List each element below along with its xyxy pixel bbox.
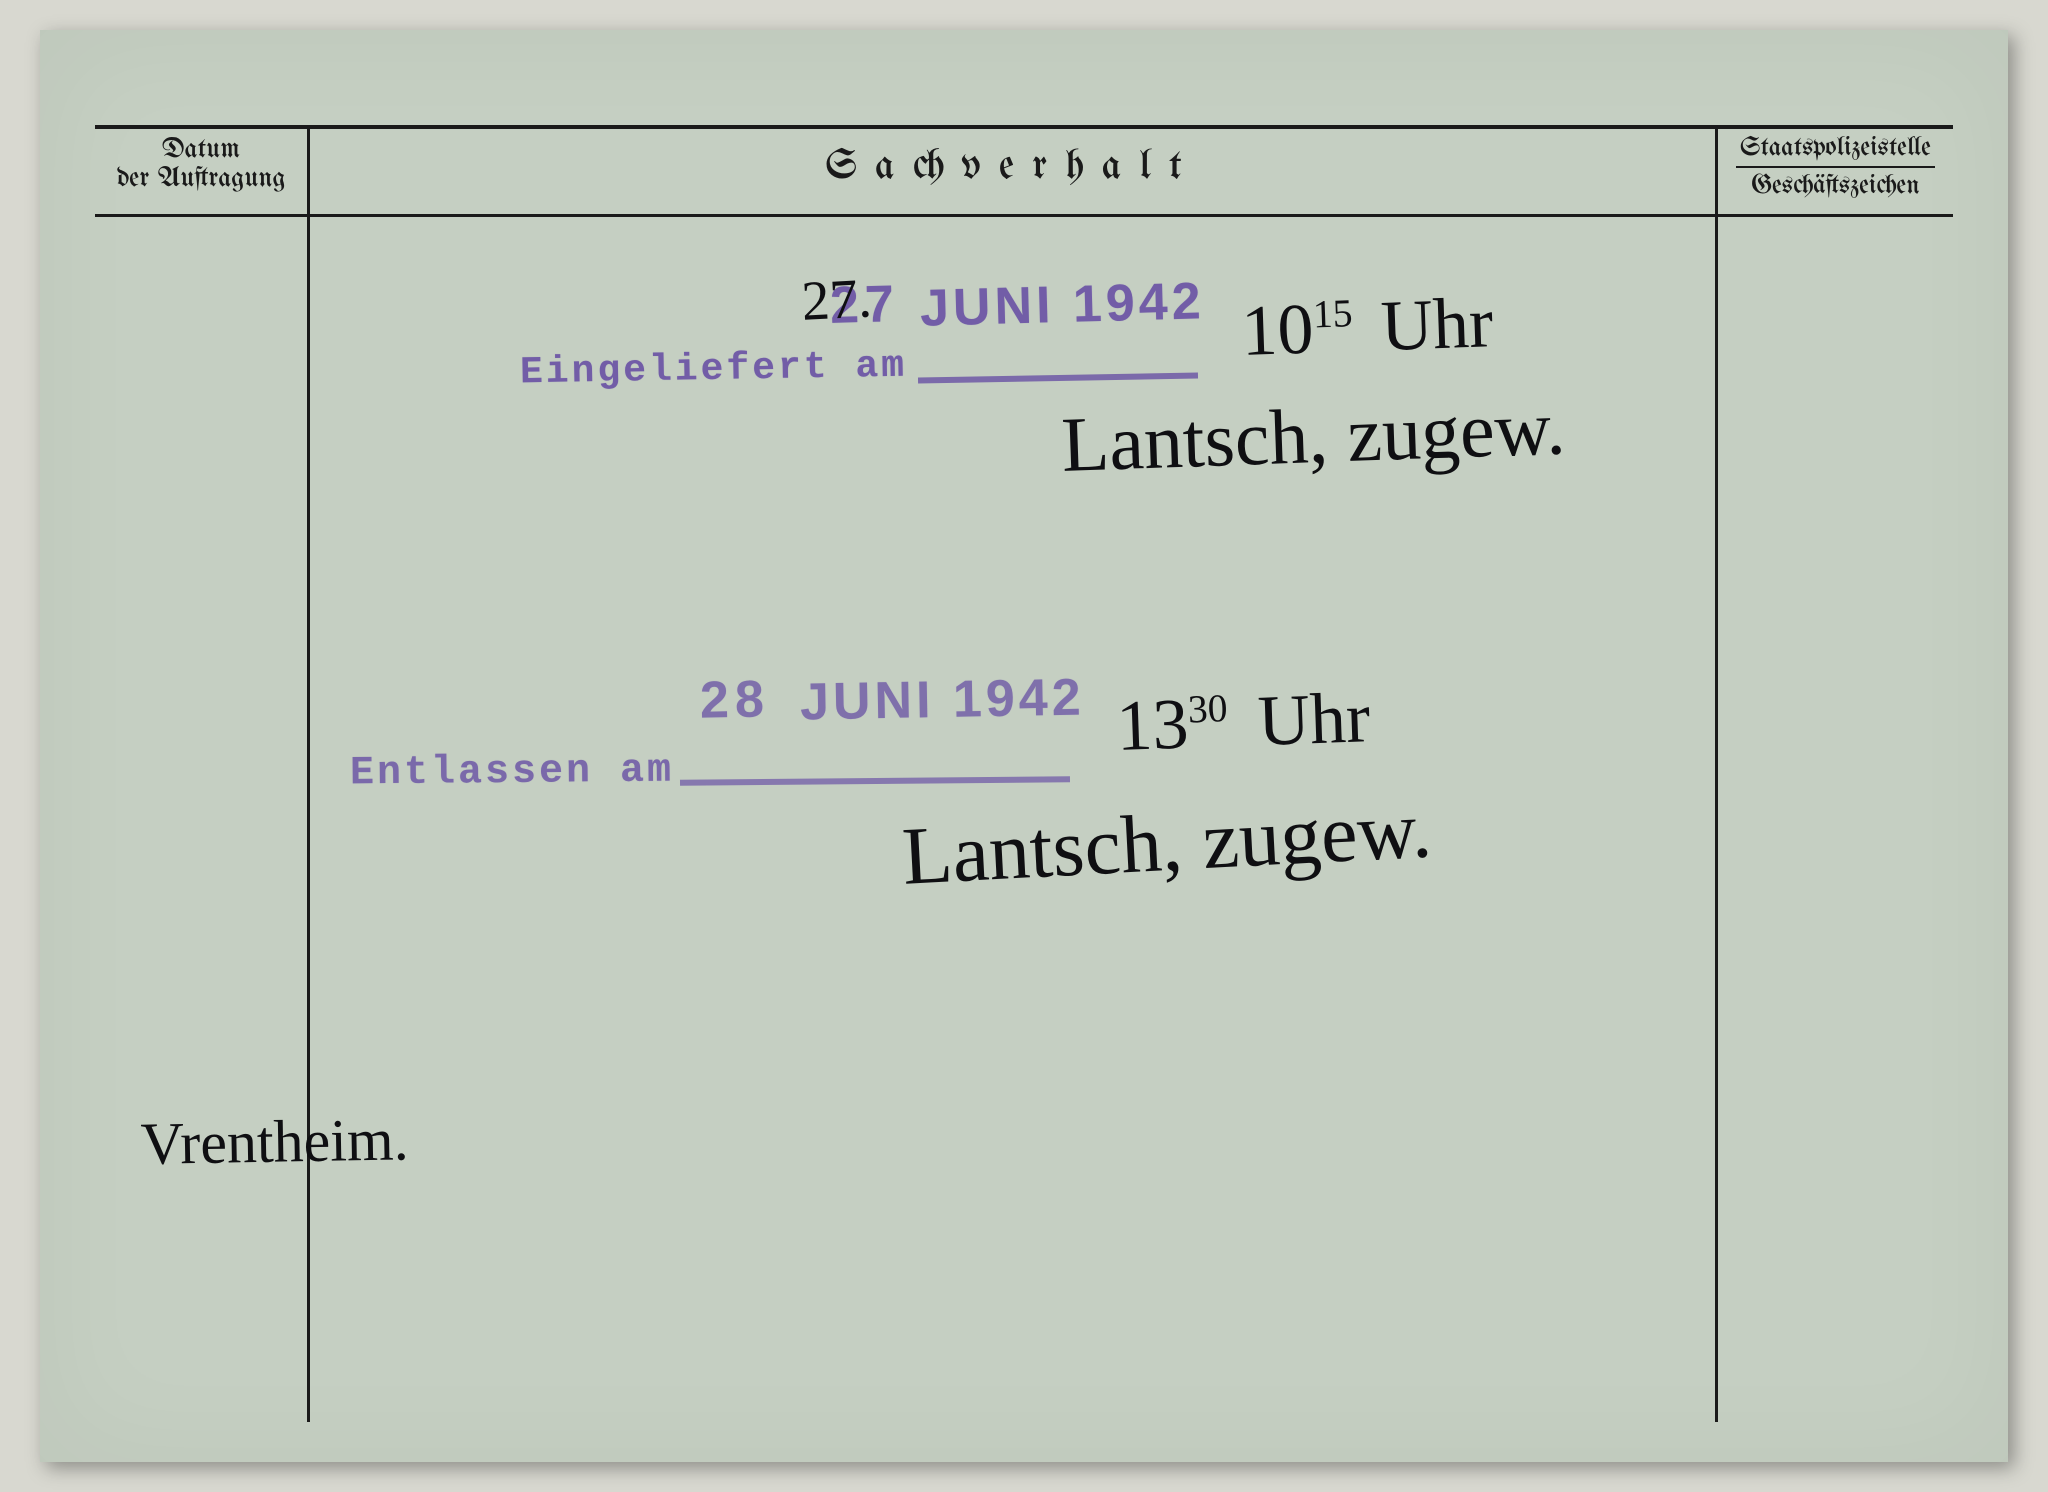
vertical-rule-right (1715, 127, 1718, 1422)
stamp-eingeliefert-date-rest: JUNI 1942 (919, 271, 1205, 338)
stamp-eingeliefert-label: Eingeliefert am (520, 345, 908, 395)
document-card: Datum der Auftragung Sachverhalt Staatsp… (40, 30, 2008, 1462)
hand-time-2-uhr: Uhr (1257, 677, 1372, 761)
hand-time-1-hh: 10 (1240, 288, 1315, 370)
hand-time-1: 1015 Uhr (1240, 281, 1494, 373)
hand-time-2: 1330 Uhr (1115, 676, 1371, 768)
header-left: Datum der Auftragung (95, 136, 307, 195)
stamp-entlassen-date-day: 28 (699, 669, 770, 730)
hand-bottom-note: Vrentheim. (140, 1105, 409, 1179)
hand-signature-2: Lantsch, zugew. (900, 782, 1434, 904)
top-rule (95, 125, 1953, 129)
stamp-eingeliefert-underline (918, 373, 1198, 384)
hand-time-2-sup: 30 (1187, 686, 1228, 731)
header-left-line2: der Auftragung (116, 165, 285, 194)
hand-time-2-hh: 13 (1115, 683, 1190, 765)
header-right: Staatspolizeistelle Geschäftszeichen (1718, 134, 1953, 201)
hand-time-1-uhr: Uhr (1380, 282, 1495, 366)
header-center: Sachverhalt (307, 145, 1718, 189)
vertical-rule-left (307, 127, 310, 1422)
header-right-separator (1736, 166, 1936, 168)
stamp-entlassen-date-rest: JUNI 1942 (799, 668, 1085, 733)
header-right-line2: Geschäftszeichen (1751, 172, 1920, 200)
stamp-entlassen-label: Entlassen am (350, 749, 674, 797)
hand-time-1-sup: 15 (1312, 291, 1353, 336)
hand-day-overwrite-1: 27. (800, 266, 873, 334)
hand-signature-1: Lantsch, zugew. (1060, 382, 1567, 490)
header-left-line1: Datum (162, 136, 240, 165)
header-bottom-rule (95, 214, 1953, 217)
header-right-line1: Staatspolizeistelle (1740, 134, 1931, 162)
stamp-entlassen-underline (680, 776, 1070, 785)
